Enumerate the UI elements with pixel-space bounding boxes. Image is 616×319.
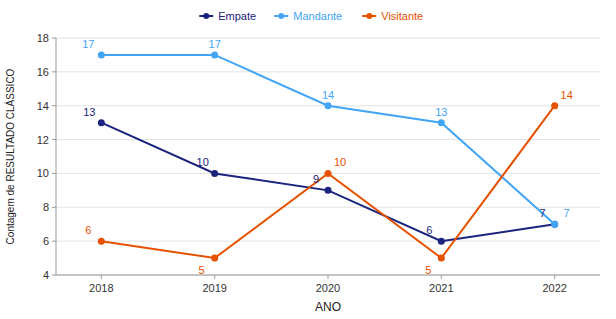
data-label: 9 bbox=[313, 173, 319, 185]
line bbox=[101, 123, 554, 241]
series bbox=[98, 102, 558, 261]
chart: 4 6 8 10 12 14 16 18 2018 2019 2020 2021 2022 ANO Cont… bbox=[0, 0, 616, 319]
x-tick bbox=[554, 275, 555, 279]
grid-line bbox=[56, 241, 600, 242]
x-tick-label: 2018 bbox=[89, 282, 113, 294]
data-label: 5 bbox=[199, 264, 205, 276]
y-tick bbox=[52, 38, 56, 39]
data-label: 14 bbox=[322, 89, 334, 101]
x-axis-line bbox=[56, 275, 600, 276]
series bbox=[98, 119, 558, 244]
x-tick bbox=[214, 275, 215, 279]
y-tick bbox=[52, 139, 56, 140]
marker bbox=[98, 51, 105, 58]
y-tick-label: 14 bbox=[37, 100, 49, 112]
marker bbox=[438, 238, 445, 245]
y-tick-label: 6 bbox=[43, 235, 49, 247]
y-tick bbox=[52, 207, 56, 208]
data-label: 7 bbox=[564, 207, 570, 219]
y-tick bbox=[52, 173, 56, 174]
series bbox=[98, 51, 558, 227]
x-tick-label: 2021 bbox=[429, 282, 453, 294]
marker bbox=[551, 221, 558, 228]
marker bbox=[98, 238, 105, 245]
legend-label: Visitante bbox=[381, 10, 423, 22]
background bbox=[0, 0, 616, 319]
legend-marker bbox=[278, 13, 284, 19]
y-tick bbox=[52, 105, 56, 106]
data-label: 17 bbox=[82, 38, 94, 50]
data-label: 6 bbox=[85, 224, 91, 236]
data-labels: 13 10 9 6 7 17 17 14 13 7 6 5 10 5 14 bbox=[82, 38, 573, 276]
axes: 4 6 8 10 12 14 16 18 2018 2019 2020 2021 2022 bbox=[37, 32, 600, 294]
y-axis-line bbox=[56, 38, 57, 275]
x-tick-label: 2022 bbox=[542, 282, 566, 294]
marker bbox=[325, 187, 332, 194]
grid-line bbox=[56, 71, 600, 72]
y-tick bbox=[52, 241, 56, 242]
legend-label: Empate bbox=[218, 10, 256, 22]
x-tick bbox=[441, 275, 442, 279]
y-axis-label: Contagem de RESULTADO CLÁSSICO bbox=[4, 68, 16, 244]
marker bbox=[211, 51, 218, 58]
x-tick bbox=[101, 275, 102, 279]
y-tick bbox=[52, 71, 56, 72]
x-tick-label: 2020 bbox=[316, 282, 340, 294]
marker bbox=[438, 255, 445, 262]
y-tick-label: 10 bbox=[37, 167, 49, 179]
line bbox=[101, 55, 554, 224]
data-label: 14 bbox=[561, 89, 573, 101]
x-tick bbox=[328, 275, 329, 279]
marker bbox=[551, 221, 558, 228]
legend: Empate Mandante Visitante bbox=[199, 10, 423, 22]
marker bbox=[438, 119, 445, 126]
grid-line bbox=[56, 275, 600, 276]
marker bbox=[325, 170, 332, 177]
x-axis-label: ANO bbox=[315, 300, 341, 314]
y-tick-label: 16 bbox=[37, 66, 49, 78]
y-tick-label: 4 bbox=[43, 269, 49, 281]
data-label: 6 bbox=[426, 224, 432, 236]
legend-marker bbox=[203, 13, 209, 19]
y-tick-label: 18 bbox=[37, 32, 49, 44]
data-label: 10 bbox=[334, 156, 346, 168]
x-tick-label: 2019 bbox=[202, 282, 226, 294]
grid-line bbox=[56, 207, 600, 208]
data-label: 13 bbox=[435, 106, 447, 118]
chart-container: 4 6 8 10 12 14 16 18 2018 2019 2020 2021 2022 ANO Cont… bbox=[0, 0, 616, 319]
data-label: 13 bbox=[83, 106, 95, 118]
y-tick-label: 8 bbox=[43, 201, 49, 213]
legend-marker bbox=[366, 13, 372, 19]
data-label: 5 bbox=[425, 264, 431, 276]
data-label: 7 bbox=[540, 207, 546, 219]
data-label: 17 bbox=[209, 38, 221, 50]
legend-label: Mandante bbox=[293, 10, 342, 22]
marker bbox=[325, 102, 332, 109]
plot-area bbox=[98, 51, 558, 261]
marker bbox=[98, 119, 105, 126]
data-label: 10 bbox=[197, 156, 209, 168]
y-tick-label: 12 bbox=[37, 134, 49, 146]
y-tick bbox=[52, 275, 56, 276]
marker bbox=[211, 170, 218, 177]
marker bbox=[551, 102, 558, 109]
line bbox=[101, 106, 554, 258]
marker bbox=[211, 255, 218, 262]
grid-line bbox=[56, 38, 600, 39]
